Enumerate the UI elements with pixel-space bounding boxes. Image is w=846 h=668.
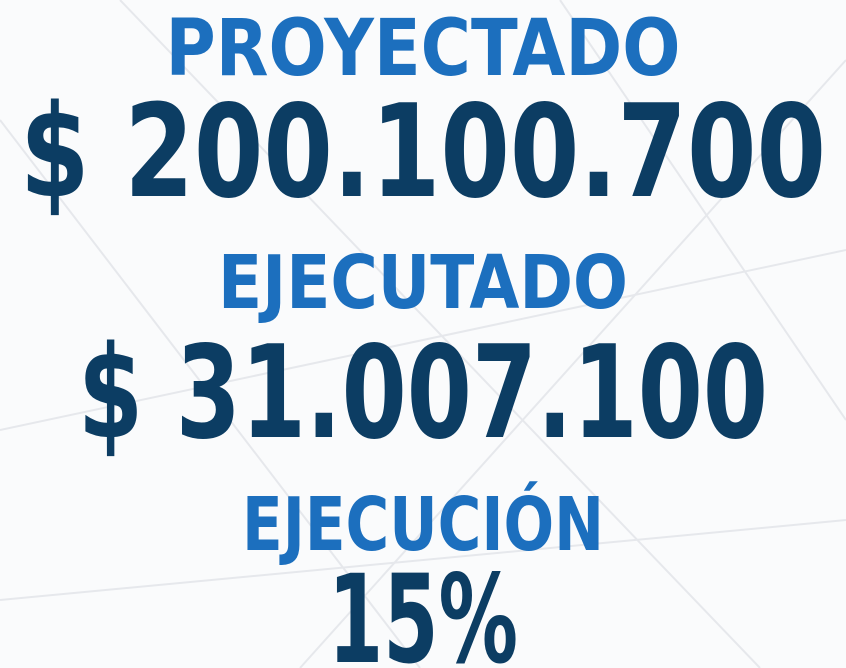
section-value: 15%	[328, 549, 518, 668]
section-value: $ 31.007.100	[78, 319, 768, 468]
bg-line	[299, 59, 846, 668]
section-label: EJECUCIÓN	[242, 480, 604, 568]
section-value: $ 200.100.700	[20, 78, 826, 227]
bg-line	[559, 0, 846, 421]
bg-line	[0, 249, 846, 431]
bg-line	[0, 119, 421, 668]
section-label: PROYECTADO	[166, 4, 681, 94]
bg-line	[119, 0, 761, 668]
section-label: EJECUTADO	[218, 240, 628, 326]
bg-line	[0, 519, 846, 601]
